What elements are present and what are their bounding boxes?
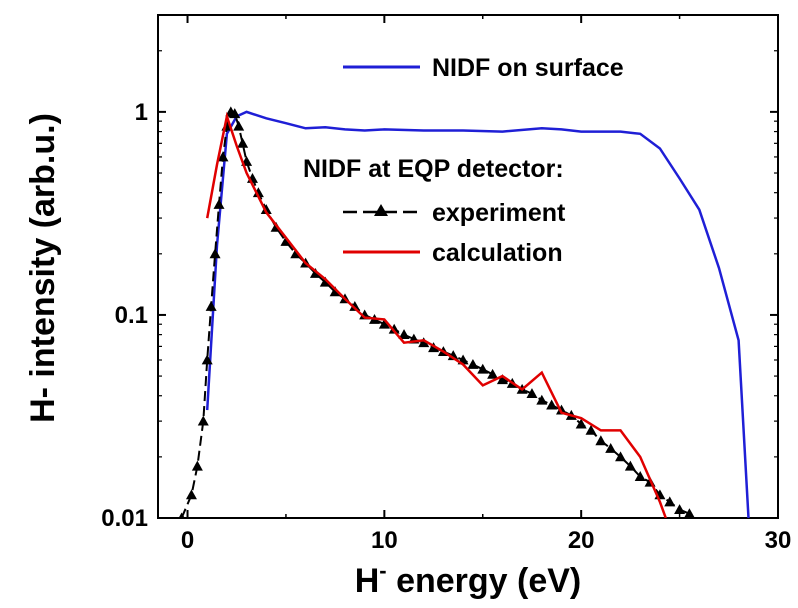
experiment-point — [217, 151, 229, 162]
experiment-point — [233, 120, 245, 131]
plot-frame — [157, 14, 779, 519]
experiment-point — [209, 248, 221, 259]
experiment-point — [229, 108, 241, 119]
x-axis-title-sup: - — [379, 558, 386, 583]
experiment-point — [319, 276, 331, 287]
experiment-point — [683, 508, 695, 518]
experiment-point — [398, 329, 410, 340]
experiment-point — [546, 399, 558, 410]
experiment-point — [555, 404, 567, 415]
legend: NIDF on surface NIDF at EQP detector: ex… — [303, 54, 624, 267]
experiment-point — [487, 368, 499, 379]
experiment-point — [526, 388, 538, 398]
y-tick-label: 0.1 — [115, 302, 148, 329]
experiment-point — [252, 187, 264, 198]
experiment-point — [418, 337, 430, 348]
y-tick-label: 0.01 — [101, 505, 148, 532]
experiment-point — [349, 301, 361, 311]
experiment-point — [309, 267, 321, 278]
experiment-point — [197, 415, 209, 426]
experiment-point — [496, 374, 508, 385]
x-tick-label: 10 — [371, 527, 398, 554]
experiment-point — [260, 204, 272, 215]
experiment-point — [185, 489, 197, 500]
y-tick-label: 1 — [135, 99, 148, 126]
experiment-point — [595, 435, 607, 446]
experiment-point — [237, 137, 249, 148]
experiment-point — [575, 418, 587, 429]
legend-swatch-experiment — [343, 204, 420, 216]
experiment-point — [674, 504, 686, 514]
x-axis-title-main: H — [355, 562, 380, 600]
experiment-point — [201, 354, 213, 365]
experiment-point — [536, 394, 548, 405]
experiment-point — [178, 512, 185, 518]
experiment-point — [615, 451, 627, 462]
experiment-point — [191, 460, 203, 471]
series-surface — [205, 110, 750, 518]
series-calculation — [205, 111, 667, 518]
experiment-point — [664, 496, 676, 507]
experiment-point — [624, 460, 636, 471]
experiment-point — [378, 318, 390, 329]
experiment-point — [205, 301, 217, 311]
y-axis-title: H- intensity (arb.u.) — [24, 113, 62, 423]
x-axis-title-rest: energy (eV) — [387, 562, 582, 600]
x-tick-label: 0 — [181, 527, 194, 554]
legend-label-calculation: calculation — [432, 239, 563, 267]
series-calculation-line — [205, 111, 667, 518]
series-surface-line — [205, 110, 750, 518]
experiment-point — [605, 442, 617, 453]
experiment-point — [329, 286, 341, 297]
experiment-point — [280, 235, 292, 246]
experiment-point — [388, 323, 400, 334]
experiment-point — [634, 471, 646, 481]
legend-experiment-marker — [374, 204, 388, 216]
experiment-point — [585, 424, 597, 435]
experiment-point — [477, 363, 489, 374]
x-axis-title: H- energy (eV) — [355, 558, 582, 600]
x-tick-label: 30 — [765, 527, 792, 554]
experiment-point — [467, 359, 479, 369]
legend-label-surface: NIDF on surface — [432, 54, 624, 82]
legend-group-title: NIDF at EQP detector: — [303, 155, 564, 183]
legend-label-experiment: experiment — [432, 199, 566, 227]
experiment-point — [213, 198, 225, 209]
x-tick-label: 20 — [568, 527, 595, 554]
